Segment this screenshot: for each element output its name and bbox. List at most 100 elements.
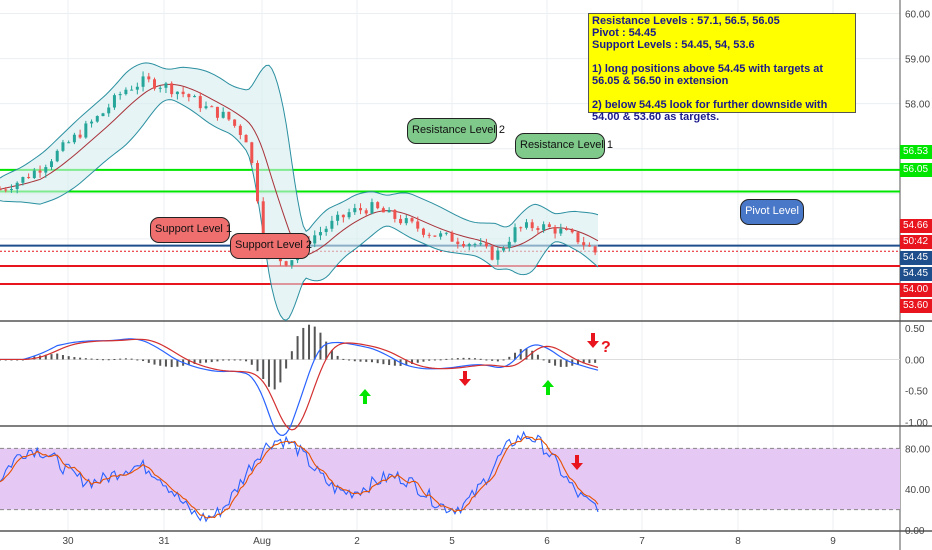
- macd-histogram-bar: [267, 359, 270, 387]
- macd-histogram-bar: [290, 351, 293, 360]
- macd-histogram-bar: [554, 359, 557, 366]
- macd-histogram-bar: [44, 354, 47, 360]
- candle-body: [462, 243, 466, 247]
- macd-pane: [0, 324, 900, 436]
- candle-body: [324, 228, 328, 233]
- candle-body: [410, 218, 414, 222]
- candle-body: [313, 235, 317, 244]
- macd-histogram-bar: [279, 359, 282, 383]
- candle-body: [507, 241, 511, 249]
- candle-body: [227, 111, 231, 120]
- candle-body: [530, 222, 534, 229]
- price-tick-label: 60.00: [905, 10, 930, 21]
- x-tick-label: 30: [62, 536, 74, 547]
- macd-histogram-bar: [84, 358, 87, 360]
- candle-body: [318, 232, 322, 236]
- macd-histogram-bar: [502, 359, 505, 361]
- macd-histogram-bar: [559, 359, 562, 367]
- candle-body: [416, 221, 420, 229]
- macd-histogram-bar: [319, 332, 322, 360]
- price-label-s3: 53.60: [900, 299, 932, 313]
- price-label-timer: 50:42: [900, 235, 932, 249]
- candle-body: [439, 233, 443, 237]
- macd-histogram-bar: [359, 359, 362, 362]
- macd-tick-label: -0.50: [905, 387, 928, 398]
- candle-body: [570, 230, 574, 233]
- macd-histogram-bar: [468, 357, 471, 360]
- macd-histogram-bar: [514, 352, 517, 360]
- macd-histogram-bar: [376, 359, 379, 364]
- candle-body: [181, 91, 185, 95]
- macd-arrow-down-2: [587, 333, 599, 348]
- candle-body: [158, 87, 162, 89]
- macd-histogram-bar: [136, 359, 139, 361]
- candle-body: [565, 228, 569, 231]
- candle-body: [72, 134, 76, 143]
- candle-body: [433, 235, 437, 237]
- bollinger-lower: [0, 99, 599, 321]
- candle-body: [210, 106, 214, 108]
- candle-body: [593, 246, 597, 253]
- x-tick-label: 6: [544, 536, 550, 547]
- candle-body: [50, 161, 54, 168]
- macd-histogram-bar: [56, 353, 59, 360]
- candle-body: [484, 243, 488, 247]
- stoch-tick-label: 0.00: [905, 526, 925, 537]
- macd-histogram-bar: [496, 359, 499, 362]
- macd-histogram-bar: [479, 358, 482, 360]
- candle-body: [233, 119, 237, 126]
- macd-histogram-bar: [296, 336, 299, 360]
- x-tick-label: 9: [830, 536, 836, 547]
- macd-histogram-bar: [508, 356, 511, 360]
- candle-body: [421, 228, 425, 235]
- note-short: 2) below 54.45 look for further downside…: [592, 99, 828, 123]
- macd-histogram-bar: [222, 359, 225, 361]
- macd-histogram-bar: [428, 359, 431, 361]
- candle-body: [187, 94, 191, 98]
- candle-body: [336, 214, 340, 221]
- candle-body: [135, 86, 139, 90]
- candle-body: [175, 91, 179, 95]
- candle-body: [341, 214, 345, 218]
- macd-histogram-bar: [96, 358, 99, 360]
- macd-histogram-bar: [451, 358, 454, 360]
- candle-body: [130, 89, 134, 91]
- x-tick-label: 2: [354, 536, 360, 547]
- candle-body: [450, 232, 454, 242]
- macd-histogram-bar: [462, 357, 465, 360]
- axes: 3031Aug25678960.0059.0058.0057.0055.000.…: [62, 10, 930, 547]
- candle-body: [67, 142, 71, 144]
- price-label-r2: 56.05: [900, 163, 932, 177]
- macd-histogram-bar: [61, 355, 64, 360]
- candle-body: [107, 107, 111, 114]
- analysis-note: Resistance Levels : 57.1, 56.5, 56.05 Pi…: [588, 13, 856, 123]
- candle-body: [55, 150, 59, 162]
- x-tick-label: 5: [449, 536, 455, 547]
- candle-body: [204, 106, 208, 109]
- macd-histogram-bar: [142, 359, 145, 362]
- macd-histogram-bar: [531, 350, 534, 360]
- macd-histogram-bar: [525, 348, 528, 360]
- candle-body: [479, 243, 483, 245]
- macd-histogram-bar: [216, 359, 219, 362]
- note-long: 1) long positions above 54.45 with targe…: [592, 63, 824, 87]
- candle-body: [256, 162, 260, 202]
- candle-body: [347, 212, 351, 218]
- macd-histogram-bar: [325, 341, 328, 360]
- macd-histogram-bar: [439, 359, 442, 361]
- macd-histogram-bar: [273, 359, 276, 390]
- candle-body: [164, 83, 168, 88]
- candle-body: [376, 202, 380, 209]
- stoch-arrow-down: [571, 455, 583, 470]
- macd-histogram-bar: [348, 359, 351, 361]
- candle-body: [353, 208, 357, 213]
- price-tick-label: 59.00: [905, 55, 930, 66]
- candle-body: [330, 220, 334, 229]
- candle-body: [444, 232, 448, 234]
- candle-body: [467, 244, 471, 247]
- x-tick-label: 8: [735, 536, 741, 547]
- x-tick-label: Aug: [253, 536, 271, 547]
- price-tick-label: 58.00: [905, 100, 930, 111]
- candle-body: [95, 116, 99, 122]
